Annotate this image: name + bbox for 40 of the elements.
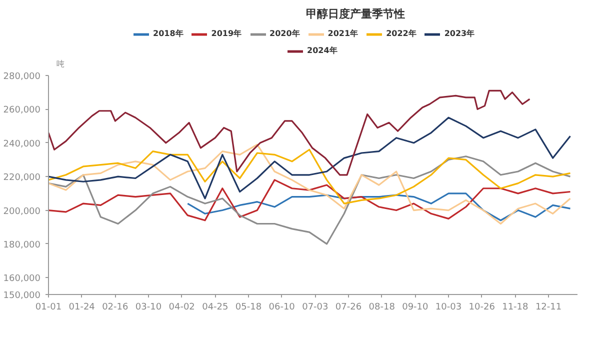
legend-label: 2019年 — [211, 28, 242, 39]
x-tick-label: 12-11 — [535, 302, 562, 312]
legend-label: 2021年 — [328, 28, 358, 39]
line-series — [186, 192, 572, 222]
x-tick-label: 01-24 — [68, 302, 96, 312]
line-series — [48, 144, 572, 225]
x-tick-label: 08-18 — [368, 302, 396, 312]
x-tick-label: 07-03 — [302, 302, 328, 312]
x-tick-label: 10-26 — [468, 302, 496, 312]
y-tick-label: 160,000 — [3, 274, 41, 284]
y-tick-label: 200,000 — [3, 206, 41, 217]
x-tick-label: 07-26 — [335, 302, 362, 312]
x-tick-label: 04-25 — [202, 302, 228, 312]
y-tick-label: 280,000 — [3, 72, 41, 82]
y-axis-title: 吨 — [56, 60, 64, 68]
line-series — [48, 179, 572, 222]
x-tick-label: 02-16 — [102, 302, 129, 312]
line-series — [48, 116, 572, 200]
x-tick-label: 01-01 — [35, 302, 62, 312]
legend-label: 2024年 — [307, 45, 338, 56]
chart-title: 甲醇日度产量季节性 — [306, 8, 405, 20]
x-tick-label: 05-18 — [235, 302, 262, 312]
y-tick-label: 180,000 — [3, 240, 41, 250]
line-series — [48, 90, 530, 176]
x-tick-label: 09-10 — [402, 302, 429, 312]
x-tick-label: 10-03 — [435, 302, 462, 312]
y-tick-label: 240,000 — [3, 139, 41, 150]
legend-label: 2020年 — [270, 28, 300, 39]
line-series — [48, 148, 572, 204]
legend-label: 2018年 — [153, 28, 184, 39]
legend-label: 2022年 — [386, 28, 416, 39]
y-tick-label: 150,000 — [3, 291, 41, 301]
x-tick-label: 03-10 — [135, 302, 162, 312]
y-tick-label: 220,000 — [3, 173, 41, 184]
y-tick-label: 260,000 — [3, 106, 41, 116]
legend-label: 2023年 — [444, 28, 475, 39]
x-tick-label: 06-10 — [268, 302, 296, 312]
x-tick-label: 11-18 — [502, 302, 529, 312]
x-tick-label: 04-02 — [168, 302, 195, 312]
line-series — [48, 156, 572, 245]
